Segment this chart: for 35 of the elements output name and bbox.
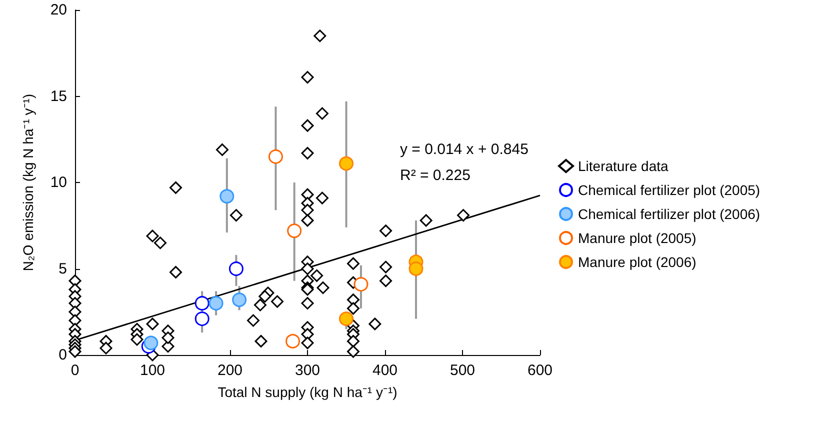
x-tick-label: 0 [70,362,80,379]
x-tick-label: 100 [140,362,166,379]
point [232,292,247,308]
point [354,277,368,292]
x-tick-label: 600 [527,362,553,379]
point [408,262,424,276]
legend-label: Literature data [578,158,668,174]
x-tick-label: 200 [217,362,243,379]
x-axis-title: Total N supply (kg N ha⁻¹ y⁻¹) [218,384,398,400]
annotation: y = 0.014 x + 0.845 [400,141,528,158]
point [287,224,302,238]
y-tick-label: 5 [58,260,67,278]
point [228,262,244,276]
annotation: R² = 0.225 [400,167,470,184]
y-tick-label: 0 [58,346,67,364]
legend-label: Manure plot (2005) [578,230,696,246]
point [208,296,224,310]
y-tick-label: 20 [50,2,67,18]
point [339,312,354,326]
point [339,156,354,171]
x-tick-label: 400 [372,362,398,379]
point [268,149,283,164]
y-tick-label: 10 [50,174,67,191]
legend-label: Chemical fertilizer plot (2005) [578,182,760,198]
legend-label: Chemical fertilizer plot (2006) [578,206,760,222]
point [194,312,210,326]
x-tick-label: 500 [450,362,476,379]
point [286,334,300,348]
point [194,296,210,310]
point [220,189,234,204]
point [144,336,158,350]
y-tick-label: 15 [50,88,67,105]
legend-label: Manure plot (2006) [578,254,696,270]
y-axis-title: N₂O emission (kg N ha⁻¹ y⁻¹) [20,94,36,272]
x-tick-label: 300 [294,362,320,379]
